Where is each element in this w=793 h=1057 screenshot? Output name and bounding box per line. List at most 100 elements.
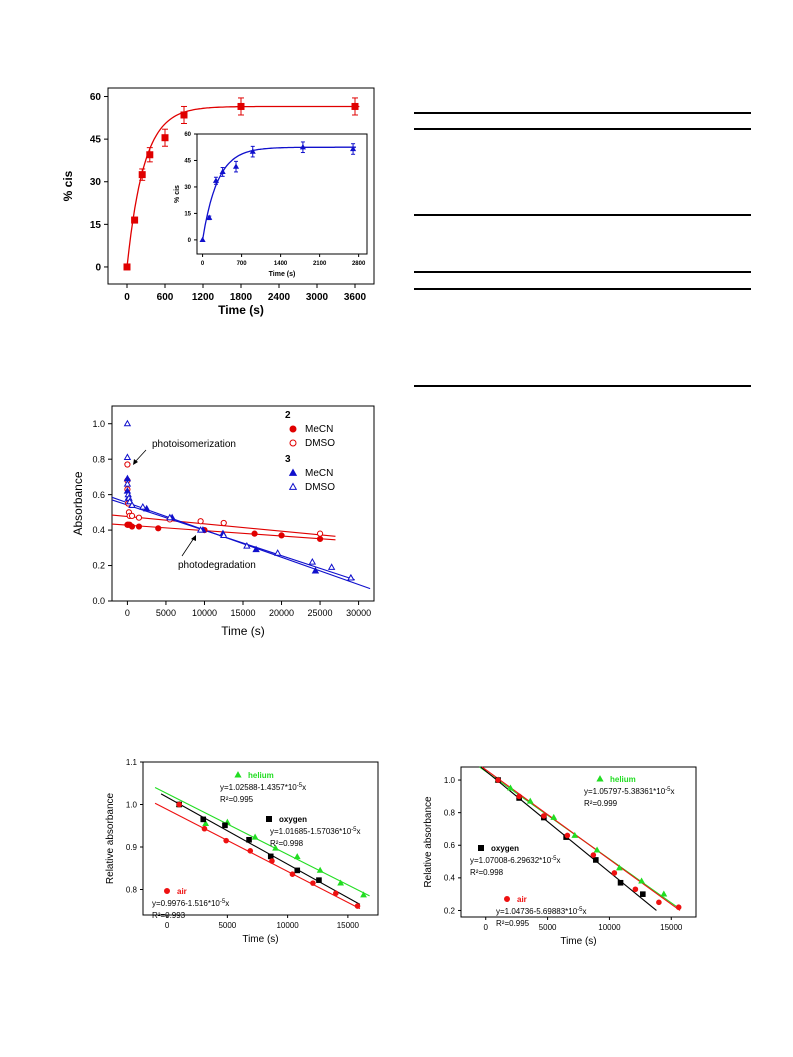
legend-label: oxygen (279, 815, 307, 824)
data-point (201, 825, 208, 832)
inset-data-point (350, 145, 357, 152)
table-rule-4 (414, 271, 751, 273)
x-tick-label: 1200 (192, 292, 215, 303)
data-point (495, 777, 501, 783)
x-tick-label: 0 (125, 608, 130, 618)
fit-line (111, 499, 355, 581)
equation-exponent: -5 (577, 907, 583, 913)
data-point (311, 566, 320, 574)
y-tick-label: 0 (95, 262, 101, 273)
data-point (632, 886, 639, 893)
data-point (273, 549, 282, 556)
x-axis-label: Time (s) (242, 934, 278, 945)
x-tick-label: 700 (237, 261, 248, 267)
x-tick-label: 20000 (269, 608, 294, 618)
data-point (123, 419, 132, 427)
legend-label: helium (248, 771, 274, 780)
x-tick-label: 0 (165, 921, 170, 930)
y-tick-label: 1.0 (126, 800, 138, 809)
data-point (131, 216, 139, 224)
legend-heading: 3 (285, 454, 291, 465)
plot-frame (460, 766, 697, 918)
equation-label: y=1.01685-1.57036*10-5x (270, 827, 361, 836)
table-rule-3 (414, 214, 751, 216)
data-point (354, 903, 361, 909)
data-point (571, 831, 579, 838)
arrow-head (133, 459, 138, 465)
data-point (222, 822, 228, 829)
data-point (316, 866, 324, 873)
data-point (617, 879, 624, 886)
data-point (155, 525, 162, 532)
data-point (516, 793, 522, 800)
table-rule-1 (414, 112, 751, 114)
y-tick-label: 0.8 (126, 885, 138, 894)
data-point (161, 134, 169, 142)
r-squared-label: R²=0.995 (496, 919, 530, 928)
y-tick-label: 0.8 (444, 808, 456, 817)
equation-label: y=1.05797-5.38361*10-5x (584, 787, 675, 796)
legend-label: air (177, 887, 187, 896)
x-tick-label: 3600 (344, 292, 367, 303)
data-point (196, 526, 205, 533)
legend-marker (596, 775, 604, 782)
inset-data-point (199, 236, 206, 242)
data-point (351, 102, 359, 110)
y-axis-label: Absorbance (71, 471, 85, 535)
x-tick-label: 5000 (156, 608, 176, 618)
equation-variable: x (357, 827, 361, 836)
data-point (146, 151, 154, 159)
plot-frame (196, 133, 368, 255)
data-point (123, 453, 132, 460)
equation-variable: x (557, 856, 561, 865)
y-tick-label: 30 (90, 177, 102, 188)
inset-background (197, 134, 367, 254)
data-point (526, 797, 534, 804)
inset-data-point (232, 163, 240, 169)
equation-label: y=1.04736-5.69883*10-5x (496, 907, 587, 916)
data-point (660, 890, 668, 897)
data-point (252, 545, 260, 553)
data-point (139, 503, 147, 510)
legend-marker (289, 425, 297, 433)
x-tick-label: 0 (484, 923, 489, 932)
equation-exponent: -5 (297, 783, 303, 789)
inset-data-point (212, 177, 220, 183)
plot-frame (142, 761, 379, 916)
data-point (289, 871, 296, 878)
data-point (593, 846, 601, 853)
y-tick-label: 60 (184, 132, 191, 138)
y-tick-label: 45 (184, 159, 191, 165)
x-tick-label: 1400 (274, 261, 288, 267)
y-tick-label: 1.1 (126, 758, 138, 767)
data-point (593, 857, 599, 863)
data-point (272, 844, 279, 851)
x-tick-label: 2800 (352, 261, 366, 267)
data-point (135, 523, 143, 530)
data-point (251, 530, 258, 537)
y-axis-label: Relative absorbance (423, 796, 434, 888)
data-point (316, 877, 322, 883)
x-tick-label: 15000 (230, 608, 255, 618)
r-squared-label: R²=0.998 (470, 868, 504, 877)
y-tick-label: 0.4 (444, 874, 456, 883)
data-point (128, 523, 136, 530)
x-axis-label: Time (s) (269, 271, 296, 278)
x-tick-label: 2400 (268, 292, 291, 303)
data-point (138, 171, 146, 179)
y-axis-label: % cis (61, 170, 75, 201)
data-point (269, 858, 275, 864)
data-point (308, 557, 317, 565)
data-point (310, 880, 316, 886)
x-tick-label: 3000 (306, 292, 329, 303)
equation-variable: x (671, 787, 675, 796)
fit-curve (201, 146, 356, 241)
equation-exponent: -5 (220, 899, 226, 905)
y-tick-label: 0.9 (126, 843, 138, 852)
data-point (124, 461, 131, 468)
legend-label: helium (610, 775, 636, 784)
data-point (243, 542, 251, 549)
data-point (220, 531, 228, 538)
